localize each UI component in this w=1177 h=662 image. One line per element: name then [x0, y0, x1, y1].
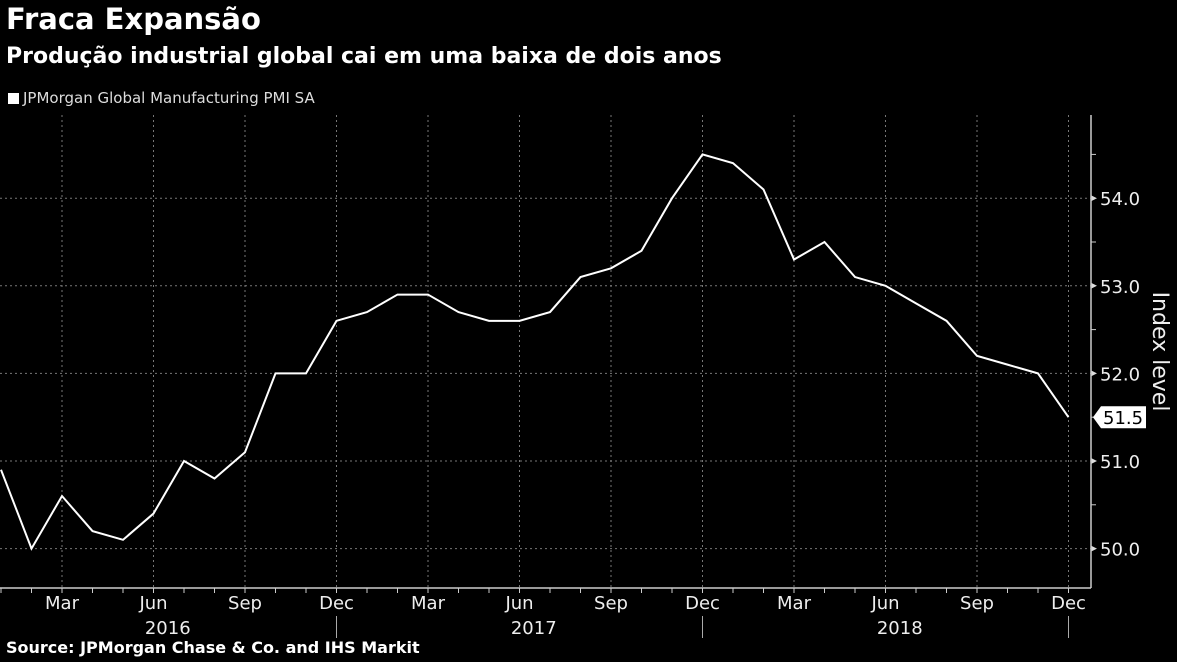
year-label: 2017 — [511, 618, 557, 639]
y-tick-label: 52.0 — [1100, 364, 1140, 385]
x-tick-label: Jun — [138, 593, 167, 614]
x-tick-label: Mar — [411, 593, 446, 614]
y-tick-label: 50.0 — [1100, 540, 1140, 561]
chart-title: Fraca Expansão — [6, 2, 261, 36]
last-value-badge — [1093, 406, 1146, 429]
x-tick-label: Sep — [594, 593, 628, 614]
x-tick-label: Mar — [45, 593, 80, 614]
y-tick-label: 54.0 — [1100, 189, 1140, 210]
source-note: Source: JPMorgan Chase & Co. and IHS Mar… — [6, 638, 420, 657]
x-tick-label: Mar — [777, 593, 812, 614]
series-line — [0, 153, 1070, 551]
y-tick — [1091, 282, 1097, 289]
chart-subtitle: Produção industrial global cai em uma ba… — [6, 44, 722, 69]
x-tick-label: Sep — [960, 593, 994, 614]
x-tick-label: Dec — [685, 593, 720, 614]
y-tick — [1091, 195, 1097, 202]
x-tick-label: Dec — [1051, 593, 1086, 614]
last-value-label: 51.5 — [1103, 408, 1143, 429]
x-tick-label: Jun — [870, 593, 899, 614]
legend: JPMorgan Global Manufacturing PMI SA — [8, 89, 315, 107]
year-label: 2016 — [145, 618, 191, 639]
y-axis-label: Index level — [1147, 292, 1172, 412]
y-tick — [1091, 370, 1097, 377]
x-tick-label: Sep — [228, 593, 262, 614]
legend-label: JPMorgan Global Manufacturing PMI SA — [23, 89, 315, 107]
x-tick-label: Jun — [504, 593, 533, 614]
x-tick-label: Dec — [319, 593, 354, 614]
y-tick-label: 51.0 — [1100, 452, 1140, 473]
y-tick-label: 53.0 — [1100, 277, 1140, 298]
y-tick — [1091, 545, 1097, 552]
year-label: 2018 — [877, 618, 923, 639]
legend-swatch — [8, 92, 19, 104]
y-tick — [1091, 457, 1097, 464]
